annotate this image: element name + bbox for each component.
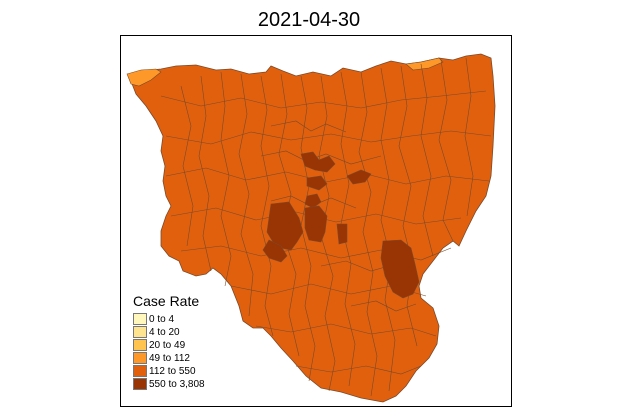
legend-item: 112 to 550 [133,365,205,377]
high-rate-districts [262,151,420,299]
map-frame: Case Rate 0 to 4 4 to 20 20 to 49 49 to … [120,35,512,407]
district-central-small [304,193,322,209]
district-east [380,239,420,299]
map-legend: Case Rate 0 to 4 4 to 20 20 to 49 49 to … [133,293,205,391]
legend-swatch [133,352,147,364]
choropleth-map [126,53,496,403]
legend-item: 4 to 20 [133,326,205,338]
legend-label: 20 to 49 [149,339,186,351]
district-west-central [266,201,304,251]
district-west-south [262,239,288,263]
legend-swatch [133,313,147,325]
district-south-central-b [336,223,348,245]
district-central [306,175,328,191]
district-south-central-a [304,205,328,243]
legend-label: 0 to 4 [149,313,175,325]
legend-swatch [133,339,147,351]
district-east-central [346,169,372,185]
region-coastal-east [405,57,444,71]
legend-title: Case Rate [133,293,200,309]
legend-item: 20 to 49 [133,339,205,351]
map-title: 2021-04-30 [257,9,361,31]
legend-item: 0 to 4 [133,313,205,325]
legend-label: 550 to 3,808 [149,378,205,390]
district-central-north [300,151,336,173]
legend-item: 49 to 112 [133,352,205,364]
legend-swatch [133,378,147,390]
legend-item: 550 to 3,808 [133,378,205,390]
legend-label: 4 to 20 [149,326,180,338]
legend-label: 49 to 112 [149,352,190,364]
legend-swatch [133,365,147,377]
legend-label: 112 to 550 [149,365,196,377]
legend-swatch [133,326,147,338]
region-coastal-west [126,68,162,87]
